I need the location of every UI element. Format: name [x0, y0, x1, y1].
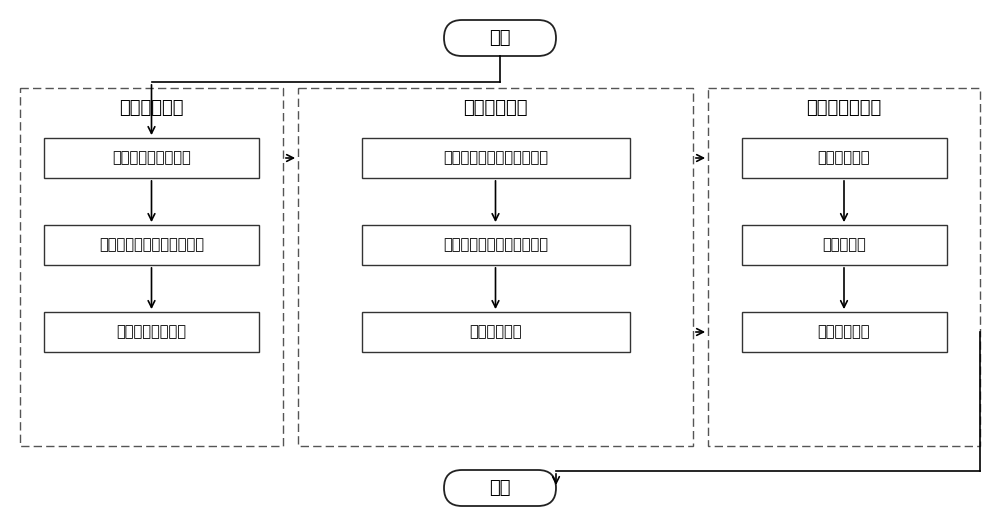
FancyBboxPatch shape — [444, 470, 556, 506]
Text: 初始化决策变量和目标函数: 初始化决策变量和目标函数 — [443, 151, 548, 165]
Text: 随机模拟调度分析: 随机模拟调度分析 — [116, 324, 186, 340]
Text: 基于人工鱼群算法求解模型: 基于人工鱼群算法求解模型 — [443, 237, 548, 253]
FancyBboxPatch shape — [742, 138, 946, 178]
Text: 模拟调度模块: 模拟调度模块 — [119, 99, 184, 117]
FancyBboxPatch shape — [44, 138, 259, 178]
FancyBboxPatch shape — [44, 312, 259, 352]
FancyBboxPatch shape — [44, 225, 259, 265]
FancyBboxPatch shape — [742, 312, 946, 352]
Text: 解析预蓄水位（库容）关系: 解析预蓄水位（库容）关系 — [99, 237, 204, 253]
Text: 优选决策方案: 优选决策方案 — [818, 324, 870, 340]
Text: 预报与回充调度规则: 预报与回充调度规则 — [112, 151, 191, 165]
Bar — [708, 88, 980, 446]
Bar — [298, 88, 693, 446]
Text: 网络分析法: 网络分析法 — [822, 237, 866, 253]
FancyBboxPatch shape — [444, 20, 556, 56]
FancyBboxPatch shape — [742, 225, 946, 265]
FancyBboxPatch shape — [362, 312, 630, 352]
Text: 优化调度模块: 优化调度模块 — [463, 99, 528, 117]
Text: 生成非劣解集: 生成非劣解集 — [469, 324, 522, 340]
FancyBboxPatch shape — [362, 138, 630, 178]
Text: 选取评价指标: 选取评价指标 — [818, 151, 870, 165]
Bar — [20, 88, 283, 446]
Text: 终止: 终止 — [489, 479, 511, 497]
Text: 多目标决策模块: 多目标决策模块 — [806, 99, 882, 117]
Text: 开始: 开始 — [489, 29, 511, 47]
FancyBboxPatch shape — [362, 225, 630, 265]
